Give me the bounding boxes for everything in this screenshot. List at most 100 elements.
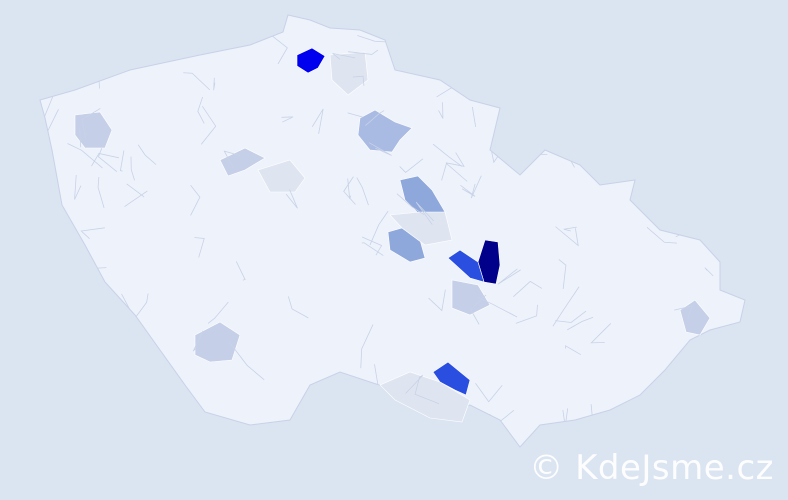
district-border xyxy=(119,150,125,172)
district-border xyxy=(704,136,733,157)
district-border xyxy=(84,372,112,388)
district-border xyxy=(491,72,514,93)
district-border xyxy=(590,323,612,344)
district-border xyxy=(360,421,381,431)
district-border xyxy=(622,406,630,422)
district-border xyxy=(311,108,324,134)
district-border xyxy=(558,259,567,289)
district-border xyxy=(399,375,423,401)
district-border xyxy=(207,301,229,324)
district-border xyxy=(660,31,671,65)
district-border xyxy=(674,305,694,318)
district-border xyxy=(81,408,97,430)
district-border xyxy=(515,304,538,324)
district-border xyxy=(470,294,487,325)
district-border xyxy=(190,185,201,216)
district-border xyxy=(194,237,205,258)
district-border xyxy=(347,178,352,199)
district-border xyxy=(715,336,739,356)
district-border xyxy=(365,110,385,126)
district-border xyxy=(428,289,446,312)
district-border xyxy=(130,156,135,181)
district-border xyxy=(477,296,518,318)
district-border xyxy=(235,261,246,281)
district-border xyxy=(269,33,288,65)
district-border xyxy=(415,201,434,225)
district-border xyxy=(40,183,44,225)
district-east-blue[interactable] xyxy=(447,249,485,283)
district-border xyxy=(228,341,265,381)
district-border xyxy=(470,175,482,199)
district-west-pale[interactable] xyxy=(257,159,306,193)
district-border xyxy=(40,248,60,277)
district-border xyxy=(361,236,383,256)
district-border xyxy=(356,177,369,206)
district-west-light[interactable] xyxy=(74,111,113,149)
district-border xyxy=(613,90,630,96)
district-border xyxy=(584,149,599,168)
district-south-pale[interactable] xyxy=(379,371,471,423)
district-border xyxy=(96,28,114,47)
district-border xyxy=(97,148,118,173)
district-border xyxy=(133,23,153,45)
district-border xyxy=(156,354,164,365)
district-border xyxy=(565,345,582,356)
district-border xyxy=(197,96,205,124)
district-border xyxy=(472,106,477,127)
district-border xyxy=(192,330,204,352)
district-border xyxy=(673,68,693,94)
district-border xyxy=(581,137,600,160)
district-border xyxy=(63,38,99,50)
district-border xyxy=(79,127,82,148)
district-west-light-2[interactable] xyxy=(219,147,266,177)
district-border xyxy=(702,155,709,170)
district-border xyxy=(40,167,50,189)
district-border xyxy=(544,34,571,49)
district-border xyxy=(352,75,365,86)
district-border xyxy=(124,397,149,405)
district-border xyxy=(369,210,389,246)
district-border xyxy=(213,77,216,91)
district-border xyxy=(287,296,309,319)
district-border xyxy=(468,414,491,426)
district-border xyxy=(555,310,587,323)
district-border xyxy=(414,376,440,405)
watermark: © KdeJsme.cz xyxy=(529,448,774,488)
district-border xyxy=(361,242,384,256)
district-border xyxy=(470,33,478,57)
district-south-light-2[interactable] xyxy=(451,279,491,316)
district-border xyxy=(97,176,105,209)
district-border xyxy=(223,150,242,169)
district-border xyxy=(137,144,157,165)
district-border xyxy=(281,116,294,123)
district-border xyxy=(91,152,119,167)
district-border xyxy=(285,189,298,209)
district-border xyxy=(47,343,60,361)
district-border xyxy=(183,72,211,91)
district-border xyxy=(445,152,465,167)
district-border xyxy=(564,107,573,131)
district-north-blue[interactable] xyxy=(296,47,326,74)
district-border xyxy=(631,145,663,165)
district-border xyxy=(552,286,580,327)
district-border xyxy=(343,176,356,205)
district-border xyxy=(702,51,723,95)
district-border xyxy=(368,142,392,156)
district-border xyxy=(704,267,714,277)
district-border xyxy=(646,226,677,244)
district-border xyxy=(643,113,668,132)
district-border xyxy=(438,102,444,119)
district-border xyxy=(499,25,508,53)
district-east-light[interactable] xyxy=(679,299,711,336)
district-border xyxy=(460,185,476,197)
district-border xyxy=(349,388,371,410)
district-border xyxy=(67,143,103,169)
district-north-pale[interactable] xyxy=(329,51,369,96)
district-border xyxy=(654,418,668,442)
district-southwest-light[interactable] xyxy=(194,321,241,363)
district-border xyxy=(126,183,145,198)
district-border xyxy=(475,383,503,403)
district-border xyxy=(396,193,425,215)
district-border xyxy=(90,384,100,397)
